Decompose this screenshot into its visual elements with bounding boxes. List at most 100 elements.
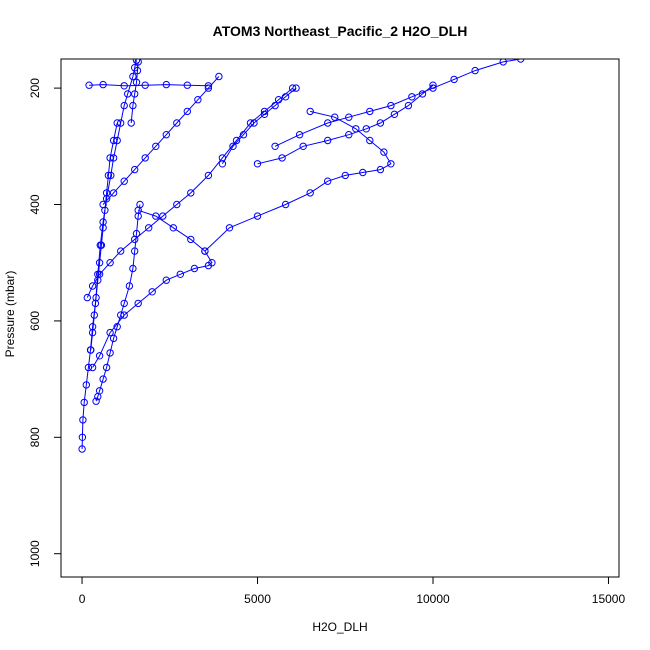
data-point	[134, 59, 142, 66]
series-line	[81, 60, 137, 450]
data-point	[387, 160, 395, 168]
data-point	[208, 259, 216, 267]
data-point	[131, 90, 139, 98]
series-10	[127, 59, 142, 127]
data-point	[152, 212, 160, 220]
data-point	[129, 72, 137, 81]
data-point	[109, 334, 118, 343]
data-point	[132, 78, 141, 87]
x-tick-label: 0	[79, 592, 86, 606]
series-line	[274, 59, 521, 147]
data-point	[387, 101, 395, 110]
x-tick-label: 10000	[416, 592, 450, 606]
data-point	[79, 416, 87, 424]
data-point	[215, 72, 223, 81]
data-point	[162, 276, 171, 284]
data-point	[106, 349, 114, 357]
data-point	[380, 148, 388, 156]
data-point	[127, 119, 135, 127]
data-point	[517, 59, 525, 63]
data-point	[104, 171, 113, 180]
series-4	[201, 107, 395, 255]
data-point	[271, 142, 279, 151]
data-point	[204, 82, 213, 90]
data-point	[250, 119, 258, 127]
data-point	[99, 80, 107, 89]
data-point	[134, 206, 142, 215]
data-point	[345, 131, 353, 139]
series-line	[221, 87, 297, 165]
series-11	[218, 84, 300, 168]
data-point	[376, 119, 385, 127]
data-point	[141, 154, 149, 162]
data-point	[131, 165, 139, 174]
series-0	[78, 59, 141, 453]
data-point	[97, 241, 106, 249]
data-point	[225, 224, 234, 232]
data-point	[499, 59, 507, 66]
data-point	[87, 346, 95, 354]
series-6	[253, 81, 437, 168]
data-point	[271, 101, 279, 110]
plot-frame	[60, 58, 620, 578]
data-point	[99, 375, 107, 383]
data-point	[194, 96, 202, 104]
x-axis-label: H2O_DLH	[312, 620, 367, 634]
data-point	[362, 125, 370, 133]
data-point	[345, 113, 353, 121]
data-point	[134, 212, 142, 220]
data-point	[102, 189, 111, 197]
data-point	[390, 110, 399, 119]
data-point	[129, 264, 137, 273]
series-line	[204, 110, 392, 252]
data-point	[253, 212, 262, 220]
data-point	[324, 177, 332, 185]
data-point	[92, 293, 100, 302]
data-point	[324, 136, 332, 145]
x-tick-label: 5000	[244, 592, 271, 606]
data-point	[376, 165, 385, 174]
data-point	[162, 80, 171, 89]
series-line	[92, 209, 213, 368]
data-point	[134, 299, 142, 308]
data-point	[101, 206, 109, 215]
data-point	[106, 328, 114, 337]
data-point	[109, 136, 118, 145]
data-point	[418, 90, 427, 98]
data-point	[152, 142, 160, 151]
y-axis-label: Pressure (mbar)	[3, 271, 17, 358]
data-point	[148, 288, 156, 296]
data-point	[183, 81, 192, 89]
data-point	[120, 177, 128, 185]
data-point	[306, 189, 314, 197]
data-point	[404, 101, 413, 110]
data-point	[253, 160, 262, 168]
data-point	[324, 119, 332, 127]
data-point	[131, 235, 139, 244]
y-tick-label: 800	[28, 427, 42, 447]
data-point	[106, 154, 114, 162]
data-point	[331, 113, 339, 121]
series-line	[102, 76, 220, 205]
series-1	[92, 200, 144, 405]
data-point	[239, 131, 248, 139]
data-point	[169, 224, 178, 232]
data-point	[299, 142, 307, 151]
series-2	[88, 206, 216, 372]
data-point	[109, 189, 118, 197]
series-line	[86, 87, 293, 298]
data-point	[408, 93, 416, 101]
series-line	[89, 84, 209, 87]
data-point	[187, 235, 195, 244]
data-point	[88, 328, 97, 337]
data-point	[90, 311, 99, 319]
data-point	[92, 397, 100, 405]
data-point	[359, 168, 367, 177]
x-axis: 0 5000 10000 15000	[79, 577, 625, 606]
data-point	[106, 259, 114, 267]
series-8	[87, 119, 121, 354]
data-point	[125, 282, 134, 290]
data-point	[204, 171, 213, 180]
data-point	[145, 224, 153, 232]
